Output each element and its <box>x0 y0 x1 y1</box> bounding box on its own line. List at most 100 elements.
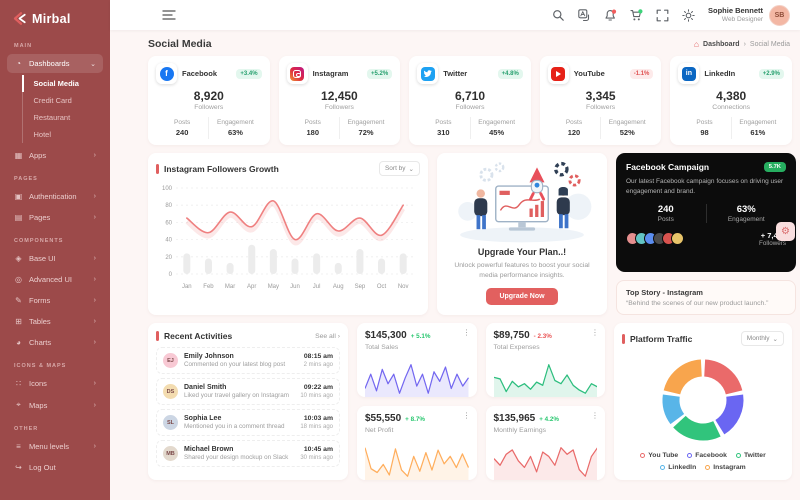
sidebar-item-icons[interactable]: ∷ Icons › <box>7 374 103 393</box>
platform-name: LinkedIn <box>704 69 736 78</box>
chevron-right-icon: › <box>93 443 96 450</box>
campaign-followers-value: + 7,458 <box>760 230 786 240</box>
monthly-earnings-card: ⋮ $135,965 + 4.2% Monthly Earnings <box>485 406 605 481</box>
followers-growth-card: Instagram Followers Growth Sort by ⌄ 0 20… <box>148 153 428 316</box>
middle-row: Instagram Followers Growth Sort by ⌄ 0 20… <box>148 153 796 316</box>
sidebar-item-apps[interactable]: ▦ Apps › <box>7 146 103 165</box>
svg-text:May: May <box>268 284 279 290</box>
kebab-menu-icon[interactable]: ⋮ <box>591 411 599 421</box>
activity-row[interactable]: EJ Emily Johnson Commented on your latest… <box>156 347 340 374</box>
sidebar-section-main: MAIN <box>14 43 33 49</box>
activity-row[interactable]: MB Michael Brown Shared your design mocku… <box>156 440 340 467</box>
legend-item-facebook[interactable]: Facebook <box>687 452 727 459</box>
followers-label: Connections <box>712 104 751 111</box>
youtube-card: YouTube -1.1% 3,345 Followers Posts 120 E… <box>539 56 662 145</box>
sidebar-subitem-hotel[interactable]: Hotel <box>33 130 52 139</box>
sidebar-item-dashboards[interactable]: ◔ Dashboards ⌄ <box>7 54 103 73</box>
forms-icon: ✎ <box>15 296 22 305</box>
theme-brightness-icon[interactable] <box>682 8 695 22</box>
legend-item-instagram[interactable]: Instagram <box>705 464 746 471</box>
legend-item-youtube[interactable]: You Tube <box>640 452 678 459</box>
kebab-menu-icon[interactable]: ⋮ <box>462 411 471 421</box>
sidebar-item-advanced-ui[interactable]: ◎ Advanced UI › <box>7 270 103 289</box>
instagram-icon <box>286 63 308 84</box>
svg-text:60: 60 <box>165 220 172 226</box>
sidebar-item-base-ui[interactable]: ◈ Base UI › <box>7 249 103 268</box>
kpi-amount: $145,300 <box>365 330 407 342</box>
kpi-delta: + 5.1% <box>410 333 431 341</box>
sidebar-subitem-restaurant[interactable]: Restaurant <box>33 113 71 122</box>
sidebar-subitem-social-media[interactable]: Social Media <box>21 75 111 92</box>
sidebar-item-pages[interactable]: ▤ Pages › <box>7 208 103 227</box>
engagement-label: Engagement <box>608 119 646 126</box>
breadcrumb-current: Social Media <box>749 40 790 48</box>
bottom-row: Recent Activities See all › EJ Emily Joh… <box>148 323 792 481</box>
theme-customizer-button[interactable]: ⚙ <box>776 222 795 241</box>
campaign-column: Facebook Campaign 5.7K Our latest Facebo… <box>616 153 796 316</box>
user-profile[interactable]: Sophie Bennett Web Designer SB <box>708 4 790 26</box>
hamburger-menu-icon[interactable] <box>162 9 176 21</box>
engagement-value: 52% <box>619 128 635 137</box>
total-expenses-card: ⋮ $89,750- 2.3% Total Expenses <box>485 323 605 398</box>
sidebar-item-label: Apps <box>29 151 47 160</box>
kebab-menu-icon[interactable]: ⋮ <box>591 328 599 338</box>
activity-name: Emily Johnson <box>184 352 234 360</box>
sidebar-item-forms[interactable]: ✎ Forms › <box>7 291 103 310</box>
breadcrumb-dashboard[interactable]: Dashboard <box>703 40 740 48</box>
brand-logo[interactable]: Mirbal <box>0 0 110 34</box>
sort-by-dropdown[interactable]: Sort by ⌄ <box>378 161 420 176</box>
upgrade-now-button[interactable]: Upgrade Now <box>486 288 558 306</box>
platform-traffic-card: Platform Traffic Monthly ⌄ You Tube Face… <box>614 323 792 481</box>
see-all-link[interactable]: See all › <box>315 332 340 340</box>
sidebar-item-charts[interactable]: ◕ Charts › <box>7 333 103 352</box>
growth-badge: +2.9% <box>758 68 784 79</box>
sidebar-item-authentication[interactable]: ▣ Authentication › <box>7 187 103 206</box>
linkedin-icon: in <box>678 63 700 84</box>
kpi-amount: $89,750 <box>493 330 530 342</box>
activity-name: Sophia Lee <box>184 414 222 422</box>
activity-time: 10:03 am <box>303 415 333 423</box>
chevron-right-icon: › <box>93 193 96 200</box>
charts-icon: ◕ <box>16 338 21 347</box>
activity-row[interactable]: DS Daniel Smith Liked your travel gallery… <box>156 378 340 405</box>
fullscreen-icon[interactable] <box>656 9 669 22</box>
sidebar-item-log-out[interactable]: ↪ Log Out <box>7 458 103 477</box>
search-icon[interactable] <box>552 9 565 22</box>
svg-text:20: 20 <box>165 255 172 261</box>
activity-row[interactable]: SL Sophia Lee Mentioned you in a comment … <box>156 409 340 436</box>
sidebar-item-tables[interactable]: ⊞ Tables › <box>7 312 103 331</box>
engagement-value: 45% <box>489 128 505 137</box>
notifications-bell-icon[interactable] <box>604 9 617 22</box>
chevron-right-icon: › <box>93 401 96 409</box>
chevron-right-icon: › <box>93 297 96 304</box>
sidebar-item-label: Maps <box>29 400 48 410</box>
top-bar-actions: Sophie Bennett Web Designer SB <box>552 4 790 26</box>
svg-text:40: 40 <box>165 238 172 244</box>
linkedin-card: in LinkedIn +2.9% 4,380 Connections Post… <box>670 56 792 145</box>
cart-icon[interactable] <box>630 8 643 22</box>
svg-text:100: 100 <box>162 186 173 192</box>
top-story-card[interactable]: Top Story - Instagram “Behind the scenes… <box>616 280 796 316</box>
main-area: Sophie Bennett Web Designer SB Social Me… <box>110 0 800 500</box>
activity-desc: Liked your travel gallery on Instagram <box>184 392 289 400</box>
authentication-icon: ▣ <box>14 192 23 201</box>
brand-name: Mirbal <box>32 11 71 26</box>
traffic-filter-dropdown[interactable]: Monthly ⌄ <box>740 331 784 347</box>
followers-label: Followers <box>455 104 485 111</box>
home-icon[interactable]: ⌂ <box>693 39 700 49</box>
upgrade-plan-card: Upgrade Your Plan..! Unlock powerful fea… <box>437 153 607 316</box>
legend-item-twitter[interactable]: Twitter <box>735 452 766 459</box>
sidebar-subitem-credit-card[interactable]: Credit Card <box>33 96 72 105</box>
user-avatar[interactable]: SB <box>769 4 790 26</box>
sidebar-item-maps[interactable]: ⌖ Maps › <box>7 395 103 415</box>
accent-bar <box>156 331 159 342</box>
instagram-card: Instagram +5.2% 12,450 Followers Posts 18… <box>278 56 401 145</box>
kebab-menu-icon[interactable]: ⋮ <box>462 328 471 338</box>
followers-count: 4,380 <box>716 89 747 103</box>
kpi-delta: + 8.7% <box>405 416 425 424</box>
chevron-down-icon: ⌄ <box>408 165 414 173</box>
language-icon[interactable] <box>578 8 591 22</box>
activity-time: 08:15 am <box>303 353 333 361</box>
sidebar-item-menu-levels[interactable]: ≡ Menu levels › <box>7 437 103 456</box>
legend-item-linkedin[interactable]: LinkedIn <box>660 464 696 471</box>
